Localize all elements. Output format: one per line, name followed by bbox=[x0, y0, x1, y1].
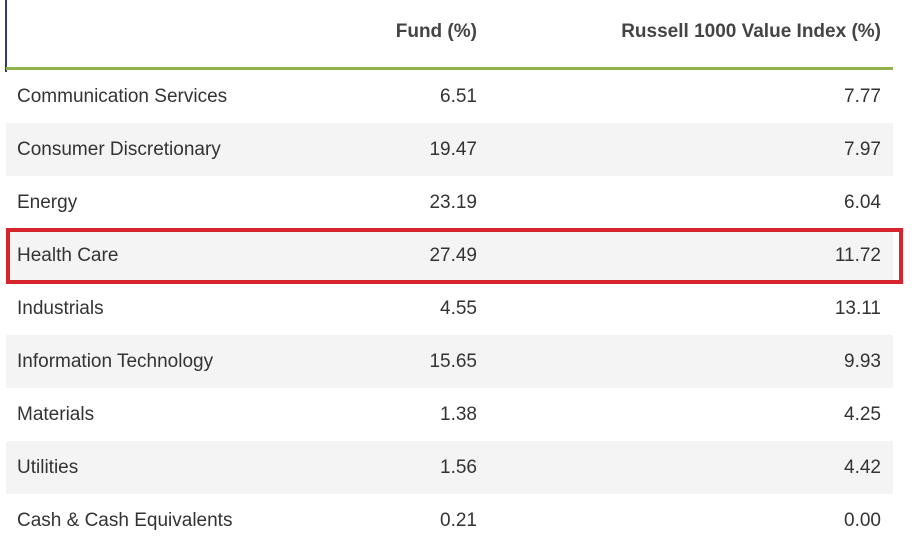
fund-value-cell: 1.56 bbox=[440, 457, 477, 478]
index-value-cell: 4.42 bbox=[844, 457, 881, 478]
sector-cell: Cash & Cash Equivalents bbox=[17, 510, 233, 531]
fund-value-cell: 1.38 bbox=[440, 404, 477, 425]
sector-cell: Energy bbox=[17, 192, 78, 213]
index-value-cell: 7.77 bbox=[844, 86, 881, 107]
sector-weight-table: Fund (%) Russell 1000 Value Index (%) Co… bbox=[6, 0, 893, 547]
table-row: Materials 1.38 4.25 bbox=[6, 388, 893, 441]
sector-cell: Consumer Discretionary bbox=[17, 139, 221, 160]
index-value-cell: 6.04 bbox=[844, 192, 881, 213]
table-row-highlighted: Health Care 27.49 11.72 bbox=[6, 229, 893, 282]
table-row: Information Technology 15.65 9.93 bbox=[6, 335, 893, 388]
table-row: Utilities 1.56 4.42 bbox=[6, 441, 893, 494]
index-value-cell: 4.25 bbox=[844, 404, 881, 425]
table-row: Consumer Discretionary 19.47 7.97 bbox=[6, 123, 893, 176]
sector-cell: Materials bbox=[17, 404, 95, 425]
index-value-cell: 7.97 bbox=[844, 139, 881, 160]
fund-value-cell: 6.51 bbox=[440, 86, 477, 107]
index-value-cell: 0.00 bbox=[844, 510, 881, 531]
sector-cell: Communication Services bbox=[17, 86, 228, 107]
fund-value-cell: 19.47 bbox=[429, 139, 477, 160]
index-value-cell: 13.11 bbox=[834, 298, 881, 319]
table-row: Industrials 4.55 13.11 bbox=[6, 282, 893, 335]
table-row: Communication Services 6.51 7.77 bbox=[6, 70, 893, 123]
sector-cell: Information Technology bbox=[17, 351, 214, 372]
index-value-cell: 11.72 bbox=[834, 245, 881, 266]
table-row: Cash & Cash Equivalents 0.21 0.00 bbox=[6, 494, 893, 547]
sector-cell: Industrials bbox=[17, 298, 104, 319]
fund-value-cell: 4.55 bbox=[440, 298, 477, 319]
fund-value-cell: 15.65 bbox=[429, 351, 477, 372]
sector-cell: Utilities bbox=[17, 457, 79, 478]
index-value-cell: 9.93 bbox=[844, 351, 881, 372]
fund-value-cell: 27.49 bbox=[429, 245, 477, 266]
table-header: Fund (%) Russell 1000 Value Index (%) bbox=[6, 0, 893, 70]
sector-cell: Health Care bbox=[17, 245, 119, 266]
table-left-rule bbox=[5, 0, 7, 72]
table-row: Energy 23.19 6.04 bbox=[6, 176, 893, 229]
column-header-index: Russell 1000 Value Index (%) bbox=[621, 21, 881, 42]
column-header-fund: Fund (%) bbox=[395, 21, 477, 42]
fund-value-cell: 23.19 bbox=[429, 192, 477, 213]
fund-value-cell: 0.21 bbox=[440, 510, 477, 531]
